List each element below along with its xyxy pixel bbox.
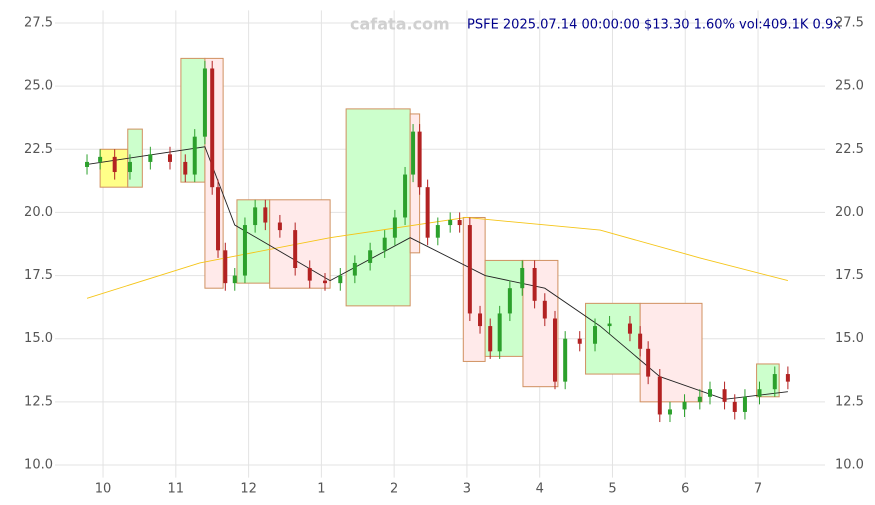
candle-body (127, 161, 132, 173)
candle-body (403, 174, 408, 218)
candle-body (183, 161, 188, 175)
candle-body (216, 187, 221, 251)
candle-body (411, 131, 416, 175)
y-tick-label-right: 20.0 (835, 205, 864, 220)
candle-body (552, 318, 557, 382)
candle-body (293, 230, 298, 268)
moving-average (86, 146, 788, 400)
y-tick-label: 12.5 (24, 394, 53, 409)
candle-body (772, 374, 777, 390)
candle-body (210, 68, 215, 188)
candle-body (563, 338, 568, 382)
y-tick-label: 20.0 (24, 205, 53, 220)
candle-body (638, 333, 643, 349)
y-tick-label-right: 17.5 (835, 268, 864, 283)
y-tick-label-right: 27.5 (835, 16, 864, 31)
candle-body (253, 207, 258, 226)
range-box (522, 259, 559, 388)
range-box (639, 302, 703, 403)
candle-body (425, 187, 430, 238)
candle-body (277, 222, 282, 231)
candle-body (232, 275, 237, 284)
x-tick-label: 4 (536, 482, 544, 497)
candle-body (417, 131, 422, 188)
x-tick-label: 3 (463, 482, 471, 497)
candle-body (722, 389, 727, 402)
x-tick-label: 1 (317, 482, 325, 497)
candle-body (785, 374, 790, 382)
candle-body (697, 396, 702, 402)
candle-body (657, 376, 662, 415)
candle-body (757, 389, 762, 397)
candle-body (323, 280, 328, 284)
candle-body (542, 300, 547, 319)
x-tick-label: 7 (754, 482, 762, 497)
range-box (269, 199, 331, 289)
plot-area (55, 10, 825, 478)
candle-body (382, 237, 387, 251)
y-tick-label-right: 22.5 (835, 142, 864, 157)
range-box (462, 216, 486, 362)
candle-body (112, 156, 117, 173)
candle-body (593, 326, 598, 344)
y-tick-label: 17.5 (24, 268, 53, 283)
candle-body (607, 323, 612, 327)
candle-body (457, 220, 462, 226)
candle-body (352, 262, 357, 276)
candle-body (392, 217, 397, 238)
candle-body (708, 389, 713, 397)
candle-body (435, 225, 440, 238)
y-tick-label: 15.0 (24, 331, 53, 346)
x-tick-label: 5 (608, 482, 616, 497)
candle-body (98, 156, 103, 162)
candle-body (223, 250, 228, 284)
candle-body (202, 68, 207, 137)
candle-body (338, 275, 343, 284)
candle-body (478, 313, 483, 327)
candle-body (577, 338, 582, 344)
candle-body (307, 267, 312, 281)
candle-body (488, 326, 493, 352)
x-tick-label: 6 (681, 482, 689, 497)
candle-body (368, 250, 373, 263)
candle-body (263, 207, 268, 223)
range-box (345, 108, 411, 307)
chart-title: PSFE 2025.07.14 00:00:00 $13.30 1.60% vo… (467, 18, 841, 33)
y-tick-label: 22.5 (24, 142, 53, 157)
x-tick-label: 2 (390, 482, 398, 497)
candle-body (667, 409, 672, 415)
candle-body (467, 225, 472, 314)
candle-body (732, 401, 737, 412)
candle-body (148, 154, 153, 162)
y-tick-label: 10.0 (24, 457, 53, 472)
moving-average (86, 217, 788, 299)
x-tick-label: 12 (240, 482, 257, 497)
y-tick-label-right: 10.0 (835, 457, 864, 472)
y-tick-label-right: 15.0 (835, 331, 864, 346)
candle-body (682, 401, 687, 410)
candle-body (532, 267, 537, 301)
candle-body (167, 154, 172, 162)
watermark: cafata.com (350, 15, 450, 34)
candle-body (85, 161, 90, 167)
candle-body (448, 220, 453, 226)
y-tick-label: 25.0 (24, 79, 53, 94)
y-tick-label-right: 12.5 (835, 394, 864, 409)
x-tick-label: 11 (168, 482, 185, 497)
candle-body (646, 348, 651, 377)
x-tick-label: 10 (95, 482, 112, 497)
candle-body (497, 313, 502, 352)
candle-body (242, 225, 247, 276)
candle-body (627, 323, 632, 334)
candle-body (742, 396, 747, 412)
y-tick-label-right: 25.0 (835, 79, 864, 94)
candle-body (520, 267, 525, 289)
candle-body (192, 136, 197, 175)
candle-body (507, 288, 512, 314)
y-tick-label: 27.5 (24, 16, 53, 31)
